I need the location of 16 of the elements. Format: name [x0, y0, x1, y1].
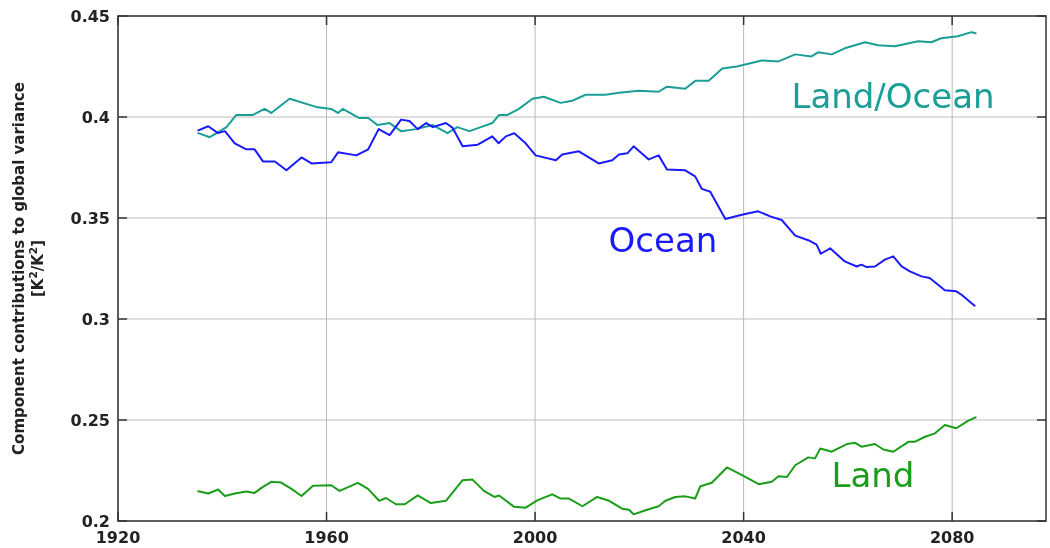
series-label: Ocean	[608, 220, 718, 260]
line-series	[197, 416, 977, 516]
y-tick-label: 0.3	[81, 309, 110, 329]
x-tick-label: 1960	[304, 528, 349, 547]
series-label: Land	[831, 455, 915, 495]
x-tick-label: 2000	[512, 528, 558, 547]
y-tick-label: 0.4	[81, 107, 110, 127]
y-tick-label: 0.25	[70, 410, 110, 430]
x-tick-label: 1920	[95, 528, 141, 547]
x-tick-label: 2080	[929, 528, 975, 547]
y-tick-label: 0.45	[70, 6, 110, 26]
series-label: Land/Ocean	[791, 76, 995, 116]
y-tick-label: 0.35	[70, 208, 110, 228]
line-series	[197, 118, 976, 307]
x-tick-label: 2040	[721, 528, 766, 547]
y-tick-label: 0.2	[81, 511, 110, 531]
